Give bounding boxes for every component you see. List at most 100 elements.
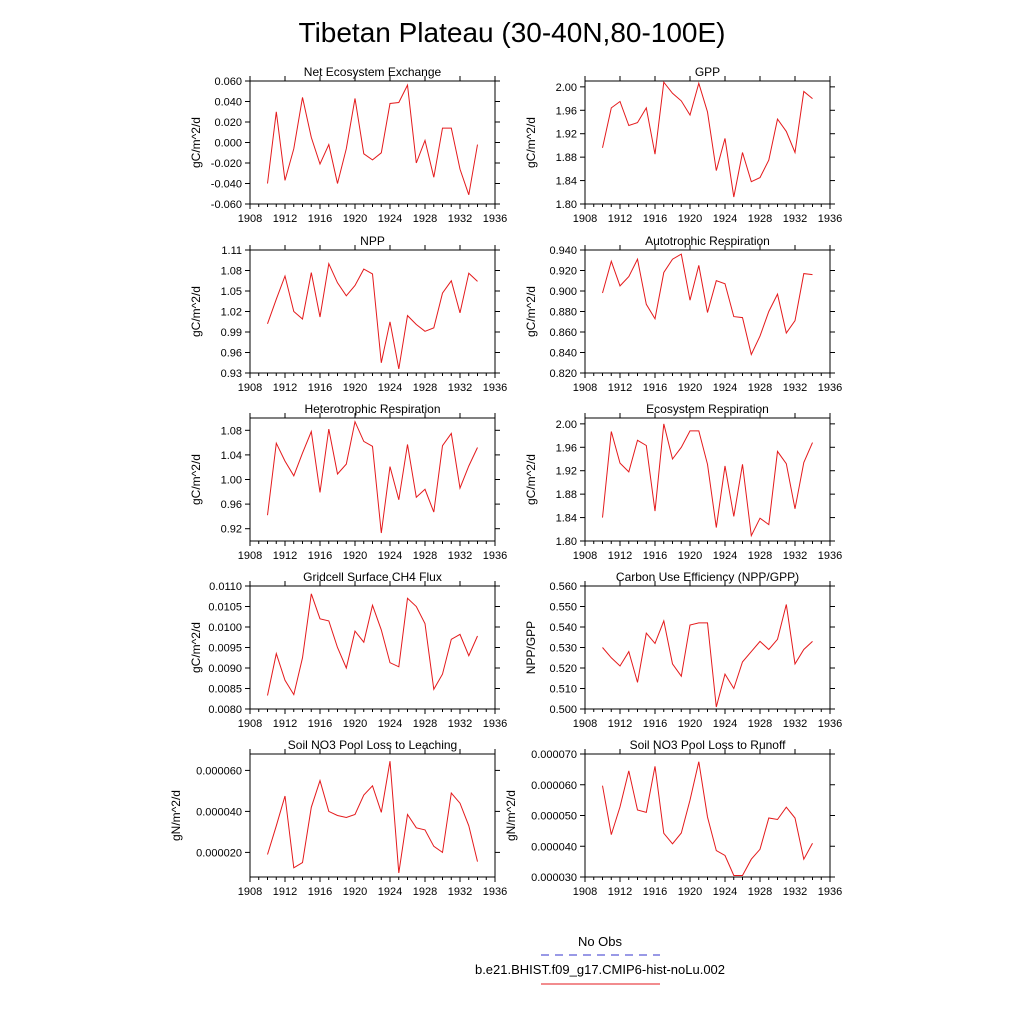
panel-2-xtick-label: 1908: [238, 382, 262, 394]
panel-9-xtick-label: 1928: [748, 886, 772, 898]
panel-5-ytick-label: 1.84: [556, 513, 577, 525]
panel-2-xtick-label: 1912: [273, 382, 297, 394]
panel-8-xtick-label: 1912: [273, 886, 297, 898]
panel-1-ylabel: gC/m^2/d: [524, 117, 538, 168]
panel-3-xtick-label: 1932: [783, 382, 807, 394]
panel-9-xtick-label: 1916: [643, 886, 667, 898]
panel-7-xtick-label: 1920: [678, 718, 702, 730]
panel-4-ytick-label: 0.92: [221, 524, 242, 536]
panel-4-xtick-label: 1912: [273, 550, 297, 562]
panel-7-xtick-label: 1908: [573, 718, 597, 730]
panel-8-xtick-label: 1908: [238, 886, 262, 898]
panel-7-xtick-label: 1928: [748, 718, 772, 730]
panel-3-ylabel: gC/m^2/d: [524, 286, 538, 337]
panel-0-xtick-label: 1936: [483, 213, 507, 225]
panel-7-xtick-label: 1912: [608, 718, 632, 730]
panel-9-xtick-label: 1936: [818, 886, 842, 898]
panel-9-xtick-label: 1924: [713, 886, 737, 898]
panel-7-xtick-label: 1932: [783, 718, 807, 730]
panel-8-xtick-label: 1920: [343, 886, 367, 898]
panel-1-xtick-label: 1916: [643, 213, 667, 225]
panel-6-xtick-label: 1928: [413, 718, 437, 730]
panel-0-ytick-label: 0.020: [214, 117, 242, 129]
panel-5-ytick-label: 1.96: [556, 442, 577, 454]
panel-0-xtick-label: 1916: [308, 213, 332, 225]
panel-3-xtick-label: 1912: [608, 382, 632, 394]
panel-3-series-line: [602, 253, 813, 357]
panel-4-title: Heterotrophic Respiration: [304, 402, 440, 416]
panel-3-xtick-label: 1924: [713, 382, 737, 394]
panel-9-xtick-label: 1932: [783, 886, 807, 898]
panel-4-xtick-label: 1924: [378, 550, 402, 562]
panel-5-xtick-label: 1928: [748, 550, 772, 562]
panel-3-ytick-label: 0.860: [549, 327, 577, 339]
panel-3-xtick-label: 1916: [643, 382, 667, 394]
panel-6-series-line: [267, 593, 478, 696]
panel-7-ytick-label: 0.500: [549, 704, 577, 716]
panel-6-title: Gridcell Surface CH4 Flux: [303, 570, 442, 584]
panel-2-xtick-label: 1932: [448, 382, 472, 394]
panel-9-ytick-label: 0.000050: [531, 811, 577, 823]
panel-0-title: Net Ecosystem Exchange: [304, 65, 442, 79]
panel-7-ytick-label: 0.530: [549, 643, 577, 655]
panel-5-xtick-label: 1916: [643, 550, 667, 562]
panel-6-ytick-label: 0.0090: [208, 663, 242, 675]
panel-0-xtick-label: 1932: [448, 213, 472, 225]
panel-4-xtick-label: 1936: [483, 550, 507, 562]
panel-3-ytick-label: 0.900: [549, 286, 577, 298]
panel-9-ytick-label: 0.000030: [531, 872, 577, 884]
panels: Net Ecosystem Exchange 1908 1912 1916 1920 19…: [169, 65, 842, 898]
panel-0-ytick-label: 0.040: [214, 97, 242, 109]
panel-7-ytick-label: 0.560: [549, 581, 577, 593]
panel-5-xtick-label: 1924: [713, 550, 737, 562]
panel-4-ytick-label: 1.00: [221, 475, 242, 487]
panel-0-xtick-label: 1920: [343, 213, 367, 225]
panel-4-xtick-label: 1928: [413, 550, 437, 562]
panel-0-series-line: [267, 83, 478, 195]
panel-6-ytick-label: 0.0085: [208, 684, 242, 696]
panel-7-title: Carbon Use Efficiency (NPP/GPP): [616, 570, 799, 584]
panel-1-xtick-label: 1912: [608, 213, 632, 225]
panel-7-ylabel: NPP/GPP: [524, 621, 538, 674]
panel-5-xtick-label: 1920: [678, 550, 702, 562]
panel-5-ytick-label: 1.88: [556, 489, 577, 501]
panel-5-xtick-label: 1936: [818, 550, 842, 562]
panel-6-xtick-label: 1924: [378, 718, 402, 730]
panel-4-xtick-label: 1908: [238, 550, 262, 562]
panel-4-ylabel: gC/m^2/d: [189, 454, 203, 505]
panel-3-ytick-label: 0.920: [549, 266, 577, 278]
panel-9-ytick-label: 0.000040: [531, 841, 577, 853]
panel-2-ytick-label: 1.08: [221, 266, 242, 278]
panel-2-xtick-label: 1936: [483, 382, 507, 394]
panel-8-ytick-label: 0.000020: [196, 847, 242, 859]
panel-8-series-line: [267, 761, 478, 873]
panel-5-ylabel: gC/m^2/d: [524, 454, 538, 505]
panel-6-xtick-label: 1936: [483, 718, 507, 730]
panel-8-xtick-label: 1928: [413, 886, 437, 898]
legend: No Obs b.e21.BHIST.f09_g17.CMIP6-hist-no…: [475, 934, 725, 985]
panel-9-series-line: [602, 761, 813, 876]
panel-1-xtick-label: 1936: [818, 213, 842, 225]
panel-7-xtick-label: 1916: [643, 718, 667, 730]
panel-8-xtick-label: 1916: [308, 886, 332, 898]
panel-5-series-line: [602, 423, 813, 538]
panel-2-xtick-label: 1928: [413, 382, 437, 394]
panel-8-ylabel: gN/m^2/d: [169, 790, 183, 841]
panel-2-xtick-label: 1924: [378, 382, 402, 394]
panel-8-xtick-label: 1936: [483, 886, 507, 898]
panel-7-ytick-label: 0.520: [549, 663, 577, 675]
figure-title: Tibetan Plateau (30-40N,80-100E): [299, 17, 726, 48]
legend-label-model: b.e21.BHIST.f09_g17.CMIP6-hist-noLu.002: [475, 962, 725, 977]
panel-2-ytick-label: 1.11: [221, 245, 242, 257]
panel-2-series-line: [267, 261, 478, 369]
panel-6-ytick-label: 0.0080: [208, 704, 242, 716]
panel-8-xtick-label: 1924: [378, 886, 402, 898]
panel-3-xtick-label: 1928: [748, 382, 772, 394]
panel-5-xtick-label: 1932: [783, 550, 807, 562]
panel-6-xtick-label: 1916: [308, 718, 332, 730]
panel-2-ytick-label: 0.99: [221, 327, 242, 339]
panel-6-ylabel: gC/m^2/d: [189, 622, 203, 673]
panel-6-ytick-label: 0.0105: [208, 602, 242, 614]
panel-6-xtick-label: 1932: [448, 718, 472, 730]
